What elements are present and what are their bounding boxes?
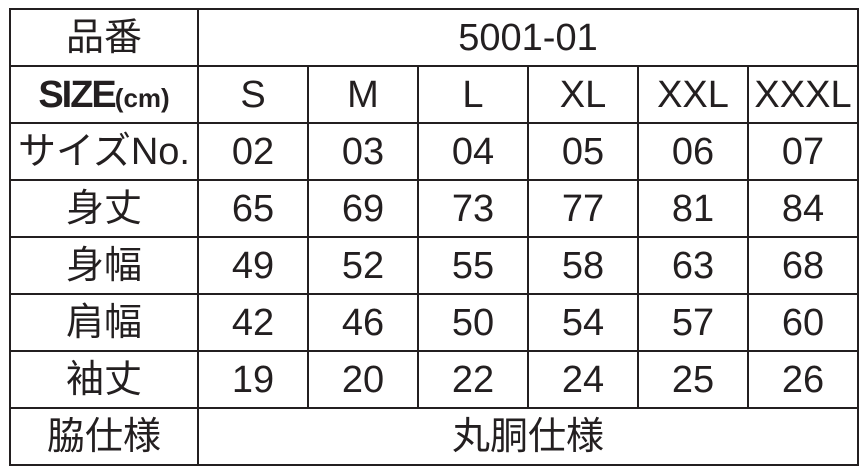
table-row: 袖丈 19 20 22 24 25 26 xyxy=(9,350,859,409)
product-row: 品番 5001-01 xyxy=(9,8,859,67)
size-header: XXL xyxy=(637,65,749,124)
size-header: XXXL xyxy=(747,65,859,124)
cell-value: 03 xyxy=(307,122,419,181)
size-label-unit: (cm) xyxy=(114,82,170,113)
cell-value: 46 xyxy=(307,293,419,352)
cell-value: 22 xyxy=(417,350,529,409)
cell-value: 63 xyxy=(637,236,749,295)
table-row: 肩幅 42 46 50 54 57 60 xyxy=(9,293,859,352)
product-label: 品番 xyxy=(9,8,199,67)
cell-value: 25 xyxy=(637,350,749,409)
table-row: 身丈 65 69 73 77 81 84 xyxy=(9,179,859,238)
cell-value: 57 xyxy=(637,293,749,352)
product-code: 5001-01 xyxy=(197,8,859,67)
row-label: 身丈 xyxy=(9,179,199,238)
cell-value: 26 xyxy=(747,350,859,409)
size-header: L xyxy=(417,65,529,124)
cell-value: 54 xyxy=(527,293,639,352)
cell-value: 84 xyxy=(747,179,859,238)
cell-value: 58 xyxy=(527,236,639,295)
size-header-row: SIZE(cm) S M L XL XXL XXXL xyxy=(9,65,859,124)
size-header: S xyxy=(197,65,309,124)
size-header: XL xyxy=(527,65,639,124)
side-spec-row: 脇仕様 丸胴仕様 xyxy=(9,407,859,466)
cell-value: 81 xyxy=(637,179,749,238)
size-label: SIZE(cm) xyxy=(9,65,199,124)
cell-value: 20 xyxy=(307,350,419,409)
cell-value: 55 xyxy=(417,236,529,295)
cell-value: 06 xyxy=(637,122,749,181)
cell-value: 65 xyxy=(197,179,309,238)
cell-value: 73 xyxy=(417,179,529,238)
cell-value: 02 xyxy=(197,122,309,181)
size-chart-table: 品番 5001-01 SIZE(cm) S M L XL XXL XXXL サイ… xyxy=(9,8,859,466)
cell-value: 42 xyxy=(197,293,309,352)
cell-value: 77 xyxy=(527,179,639,238)
row-label: 袖丈 xyxy=(9,350,199,409)
cell-value: 24 xyxy=(527,350,639,409)
table-row: 身幅 49 52 55 58 63 68 xyxy=(9,236,859,295)
cell-value: 49 xyxy=(197,236,309,295)
row-label: 身幅 xyxy=(9,236,199,295)
row-label: サイズNo. xyxy=(9,122,199,181)
cell-value: 60 xyxy=(747,293,859,352)
cell-value: 69 xyxy=(307,179,419,238)
size-label-main: SIZE xyxy=(38,73,116,116)
side-spec-label: 脇仕様 xyxy=(9,407,199,466)
cell-value: 05 xyxy=(527,122,639,181)
cell-value: 19 xyxy=(197,350,309,409)
cell-value: 52 xyxy=(307,236,419,295)
side-spec-value: 丸胴仕様 xyxy=(197,407,859,466)
size-header: M xyxy=(307,65,419,124)
cell-value: 50 xyxy=(417,293,529,352)
cell-value: 07 xyxy=(747,122,859,181)
cell-value: 04 xyxy=(417,122,529,181)
cell-value: 68 xyxy=(747,236,859,295)
row-label: 肩幅 xyxy=(9,293,199,352)
table-row: サイズNo. 02 03 04 05 06 07 xyxy=(9,122,859,181)
